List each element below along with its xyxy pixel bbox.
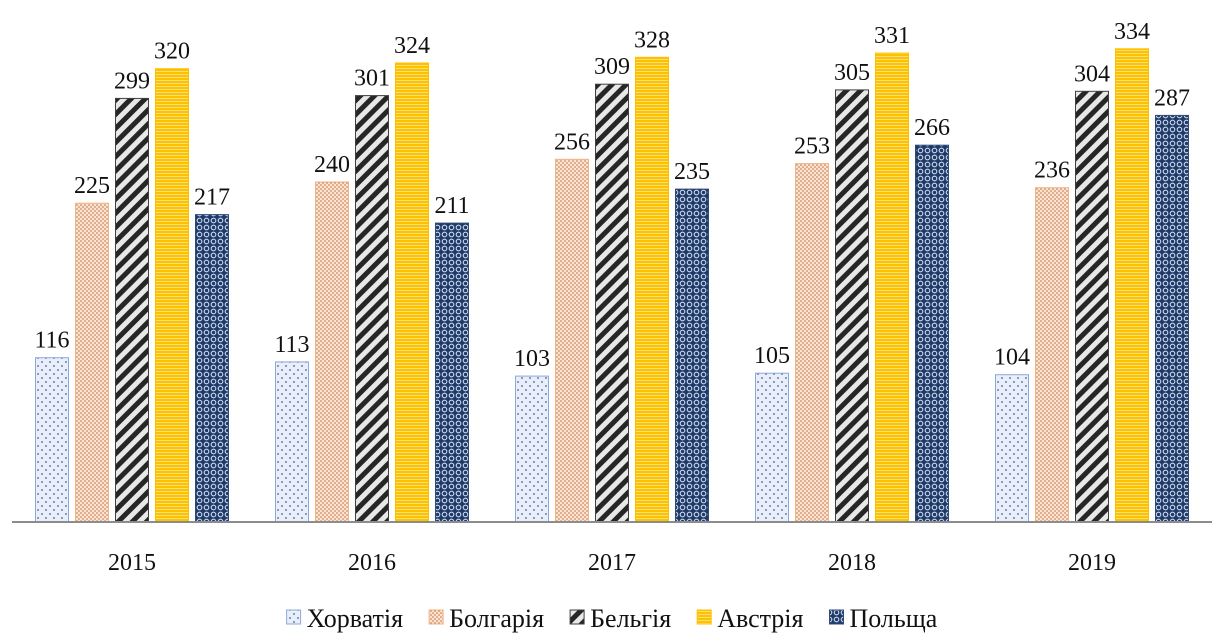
data-label-2019-1: 104 xyxy=(994,345,1030,371)
legend-label-2: Болгарія xyxy=(449,604,544,633)
data-label-2018-2: 253 xyxy=(794,134,830,160)
legend-label-3: Бельгія xyxy=(590,604,671,633)
data-label-2017-4: 328 xyxy=(634,27,670,53)
bar-2018-4 xyxy=(875,52,909,523)
data-label-2018-3: 305 xyxy=(834,60,870,86)
data-label-2016-3: 301 xyxy=(354,66,390,92)
bar-2015-5 xyxy=(195,214,229,523)
bar-2018-3 xyxy=(835,89,869,523)
bar-2019-1 xyxy=(995,374,1029,523)
bar-2016-2 xyxy=(315,181,349,523)
bar-2016-5 xyxy=(435,222,469,523)
data-label-2016-2: 240 xyxy=(314,152,350,178)
data-label-2019-3: 304 xyxy=(1074,61,1110,87)
legend-swatch-1 xyxy=(286,609,302,625)
data-label-2015-1: 116 xyxy=(34,328,69,354)
data-label-2016-1: 113 xyxy=(274,332,309,358)
bar-2016-1 xyxy=(275,361,309,523)
legend-swatch-4 xyxy=(696,609,712,625)
legend-label-5: Польща xyxy=(850,604,938,633)
data-label-2018-4: 331 xyxy=(874,23,910,49)
bar-2015-4 xyxy=(155,68,189,523)
data-label-2017-5: 235 xyxy=(674,159,710,185)
x-tick-label-2017: 2017 xyxy=(588,550,636,576)
data-labels-group: 1162252993202171132403013242111032563093… xyxy=(34,19,1190,372)
bar-2016-3 xyxy=(355,95,389,523)
data-label-2018-1: 105 xyxy=(754,343,790,369)
bar-2017-4 xyxy=(635,56,669,523)
legend-swatch-5 xyxy=(829,609,844,625)
x-tick-label-2019: 2019 xyxy=(1068,550,1116,576)
bar-2017-5 xyxy=(675,188,709,523)
bar-2019-4 xyxy=(1115,48,1149,523)
data-label-2016-5: 211 xyxy=(434,193,469,219)
legend-label-4: Австрія xyxy=(717,604,803,633)
bar-2019-3 xyxy=(1075,90,1109,523)
bar-2018-1 xyxy=(755,372,789,523)
bar-2018-5 xyxy=(915,144,949,523)
data-label-2017-1: 103 xyxy=(514,346,550,372)
bar-2019-5 xyxy=(1155,114,1189,523)
legend: Хорватія Болгарія Бельгія Австрія Польща xyxy=(286,604,938,633)
data-label-2015-5: 217 xyxy=(194,185,230,211)
bar-2015-1 xyxy=(35,357,69,523)
x-tick-label-2018: 2018 xyxy=(828,550,876,576)
data-label-2019-5: 287 xyxy=(1154,85,1190,111)
data-label-2019-4: 334 xyxy=(1114,19,1150,45)
data-label-2016-4: 324 xyxy=(394,33,430,59)
data-label-2015-3: 299 xyxy=(114,68,150,94)
bar-2016-4 xyxy=(395,62,429,523)
legend-label-1: Хорватія xyxy=(307,604,404,633)
data-label-2015-2: 225 xyxy=(74,173,110,199)
bar-2017-1 xyxy=(515,375,549,523)
bar-2018-2 xyxy=(795,163,829,523)
bar-2017-3 xyxy=(595,83,629,523)
bar-2015-2 xyxy=(75,202,109,523)
bar-2017-2 xyxy=(555,158,589,523)
bars-group xyxy=(35,48,1189,523)
data-label-2017-3: 309 xyxy=(594,54,630,80)
data-label-2017-2: 256 xyxy=(554,129,590,155)
data-label-2018-5: 266 xyxy=(914,115,950,141)
x-tick-label-2016: 2016 xyxy=(348,550,396,576)
data-label-2019-2: 236 xyxy=(1034,158,1070,184)
bar-2019-2 xyxy=(1035,187,1069,523)
x-tick-label-2015: 2015 xyxy=(108,550,156,576)
bar-2015-3 xyxy=(115,97,149,523)
legend-swatch-2 xyxy=(428,609,444,625)
x-tick-labels-group: 2015 2016 2017 2018 2019 xyxy=(108,550,1116,576)
legend-swatch-3 xyxy=(569,609,585,625)
data-label-2015-4: 320 xyxy=(154,39,190,65)
